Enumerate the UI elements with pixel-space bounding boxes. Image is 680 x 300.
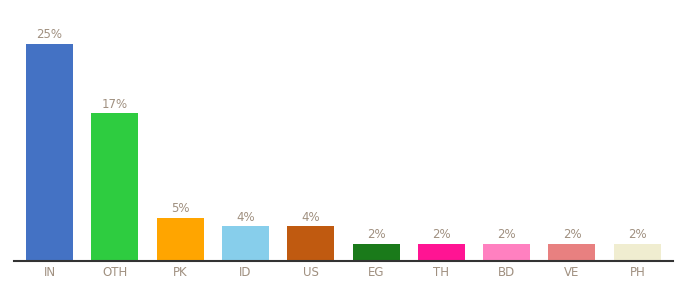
Text: 2%: 2% (432, 228, 451, 241)
Bar (614, 244, 661, 261)
Bar (287, 226, 335, 261)
Text: 4%: 4% (301, 211, 320, 224)
Bar (549, 244, 596, 261)
Bar (91, 113, 138, 261)
Bar (352, 244, 400, 261)
Text: 4%: 4% (236, 211, 255, 224)
Bar (156, 218, 203, 261)
Text: 2%: 2% (367, 228, 386, 241)
Bar (483, 244, 530, 261)
Text: 25%: 25% (37, 28, 63, 41)
Text: 2%: 2% (562, 228, 581, 241)
Bar (418, 244, 465, 261)
Text: 17%: 17% (102, 98, 128, 111)
Text: 5%: 5% (171, 202, 190, 215)
Bar (222, 226, 269, 261)
Text: 2%: 2% (497, 228, 516, 241)
Text: 2%: 2% (628, 228, 647, 241)
Bar (26, 44, 73, 261)
